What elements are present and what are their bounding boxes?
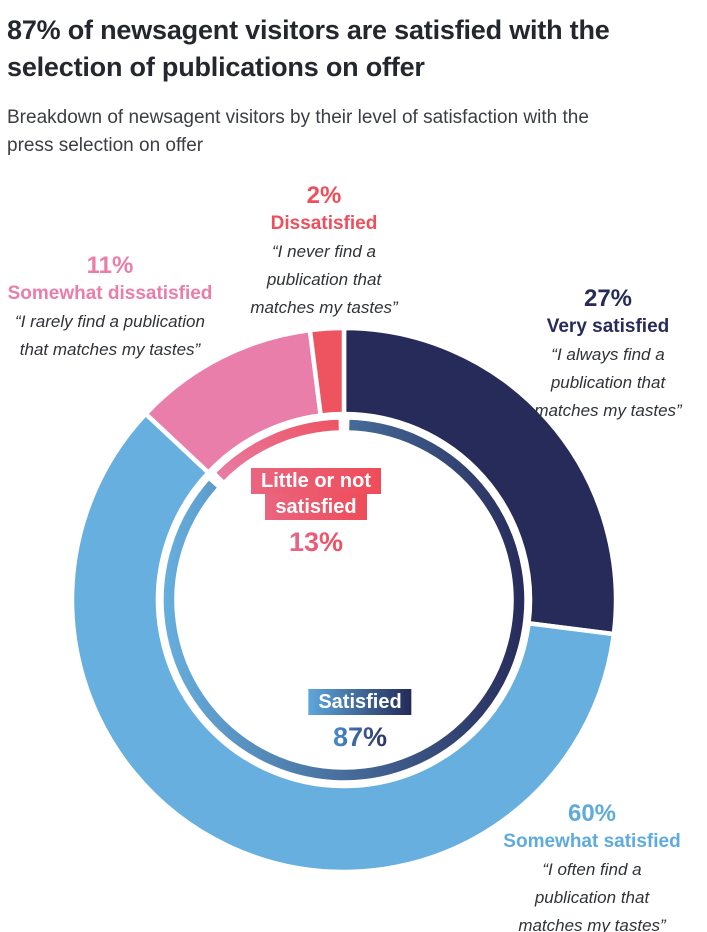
callout-somewhat-satisfied: 60% Somewhat satisfied “I often find a p… <box>477 799 707 932</box>
callout-dissatisfied: 2% Dissatisfied “I never find a publicat… <box>209 181 439 322</box>
somewhat-satisfied-pct: 60% <box>567 800 617 827</box>
donut-outer-ring <box>69 325 619 875</box>
very-satisfied-label: Very satisfied <box>546 316 670 337</box>
satisfied-badge: Satisfied <box>308 689 412 715</box>
donut-segment-dissatisfied <box>307 325 347 418</box>
donut-segment-very-satisfied <box>341 325 619 637</box>
page-subtitle: Breakdown of newsagent visitors by their… <box>7 107 589 156</box>
page-title: 87% of newsagent visitors are satisfied … <box>7 15 610 82</box>
very-satisfied-quote: “I always find a publication that matche… <box>534 345 682 420</box>
satisfied-pct: 87% <box>332 722 388 752</box>
group-little-or-not-satisfied: Little or not satisfied 13% <box>251 468 381 558</box>
dissatisfied-quote: “I never find a publication that matches… <box>250 242 398 317</box>
somewhat-dissatisfied-pct: 11% <box>86 252 134 279</box>
little-or-not-pct: 13% <box>288 527 344 557</box>
group-satisfied: Satisfied 87% <box>308 689 412 753</box>
somewhat-dissatisfied-quote: “I rarely find a publication that matche… <box>15 312 205 359</box>
inner-arc-satisfied <box>162 418 526 782</box>
somewhat-satisfied-label: Somewhat satisfied <box>503 831 681 852</box>
little-or-not-badge-line1: Little or not <box>251 468 381 494</box>
donut-segment-somewhat-satisfied <box>69 410 617 875</box>
dissatisfied-label: Dissatisfied <box>270 213 378 234</box>
somewhat-dissatisfied-label: Somewhat dissatisfied <box>7 283 213 304</box>
callout-somewhat-dissatisfied: 11% Somewhat dissatisfied “I rarely find… <box>0 251 225 364</box>
donut-inner-ring <box>162 418 526 782</box>
inner-arc-little-or-not-satisfied <box>214 418 341 483</box>
dissatisfied-pct: 2% <box>306 182 342 209</box>
callout-very-satisfied: 27% Very satisfied “I always find a publ… <box>493 284 707 425</box>
little-or-not-badge-line2: satisfied <box>265 494 367 520</box>
very-satisfied-pct: 27% <box>583 285 633 312</box>
somewhat-satisfied-quote: “I often find a publication that matches… <box>518 860 666 932</box>
